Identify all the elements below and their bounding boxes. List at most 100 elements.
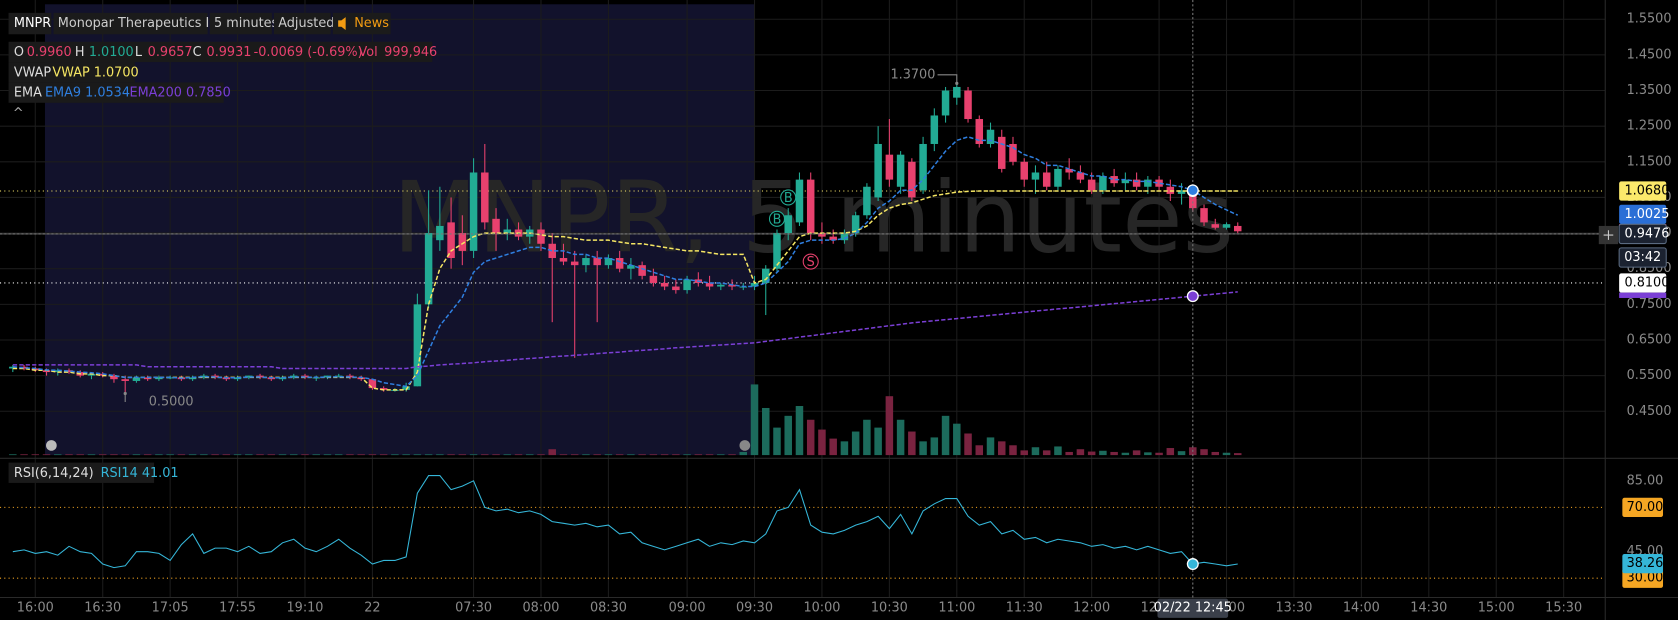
volume-bar [447,454,455,456]
volume-bar [975,445,984,456]
candle-body [975,119,984,144]
volume-bar [1110,451,1118,456]
volume-bar [1200,449,1208,456]
candle-body [638,265,646,276]
candle-body [604,258,613,266]
candle-body [896,154,905,187]
adjust-box[interactable] [273,12,331,35]
candle-body [1054,168,1062,187]
candle-body [481,172,489,223]
candle-body [110,375,118,380]
company: Monopar Therapeutics Inc [58,16,225,31]
rsi-current-badge [1622,553,1664,574]
volume-bar [166,454,174,456]
news: News [354,16,389,31]
y-tick-label: 1.5500 [1627,12,1672,27]
x-tick-label: 17:55 [219,601,256,616]
crosshair-label-box [1157,598,1229,618]
volume-bar [604,454,613,456]
candle-body [1121,179,1130,184]
candle-body [705,282,714,287]
volume-bar [1155,452,1163,456]
volume-bar [301,454,309,456]
candle-body [683,279,691,291]
volume-bar [1054,446,1062,456]
candle-body [986,129,995,144]
symbol-box[interactable] [8,12,52,35]
y-tick-label: 0.4500 [1627,404,1672,419]
volume-bar [323,454,332,456]
volume-bar [683,454,691,456]
close-value: 0.9931 [207,45,252,60]
volume-bar [143,454,152,456]
candle-body [672,286,680,291]
volume-bar [593,454,601,456]
candle-body [570,261,579,266]
volume-bar [514,454,523,456]
candle-body [919,143,927,191]
volume-bar [739,451,748,456]
volume-bar [1009,445,1017,456]
volume-bar [391,454,399,456]
volume-bar [278,454,287,456]
extended-hours-shade [44,4,755,456]
session-icon[interactable] [739,440,751,451]
news-box[interactable] [332,12,391,35]
volume-bar [256,454,264,456]
rsi-level-label: 70.00 [1627,500,1664,515]
volume-bar [65,454,73,456]
volume-bar [717,454,725,456]
x-tick-label: 14:30 [1410,601,1447,616]
volume-bar [267,454,276,456]
price-badge-label: 0.9476 [1624,226,1669,241]
candle-body [1031,172,1040,180]
candle-body [87,373,96,376]
volume-bar [87,454,96,456]
indicator-line [12,136,1239,388]
volume-bar [1132,450,1141,456]
y-tick-label: 0.6500 [1627,332,1672,347]
candle-body [9,366,17,369]
volume-bar [481,454,489,456]
candle-body [1234,225,1242,232]
candle-body [188,377,197,380]
candle-body [998,136,1006,169]
x-tick-label: 09:30 [736,601,773,616]
collapse[interactable]: ^ [13,106,24,121]
volume-bar [1166,448,1175,456]
interval-box[interactable] [209,12,272,35]
candle-body [537,229,545,244]
indicator-line [12,291,1238,370]
volume-bar [188,454,197,456]
candle-body [65,370,73,373]
candle-body [1042,172,1051,187]
volume-bar [458,454,467,456]
volume-bar [155,454,163,456]
volume-bar [627,454,635,456]
volume-bar [492,454,500,456]
volume-bar [76,454,84,456]
y-tick-label: 1.3500 [1627,83,1672,98]
price-badge-label: 1.0680 [1624,184,1669,199]
ema-legend-box [8,82,224,103]
ohlc-legend-box [8,41,433,63]
session-icon[interactable] [46,440,57,451]
volume-bar [98,454,107,456]
volume-bar [413,454,422,456]
volume-bar [570,454,579,456]
candle-body [1189,190,1197,209]
candle-body [863,186,871,216]
rsi-level-badge [1622,568,1664,588]
x-tick-label: 11:00 [938,601,975,616]
symbol: MNPR [14,16,51,31]
volume-bar [357,454,365,456]
volume-bar [54,454,62,456]
rsi-current-label: 38.26 [1627,556,1664,571]
candle-body [908,161,916,198]
x-tick-label: 16:00 [17,601,54,616]
candle-body [368,379,377,389]
vol-label: Vol [359,45,378,60]
candle-body [762,268,770,283]
candle-body [784,215,792,234]
